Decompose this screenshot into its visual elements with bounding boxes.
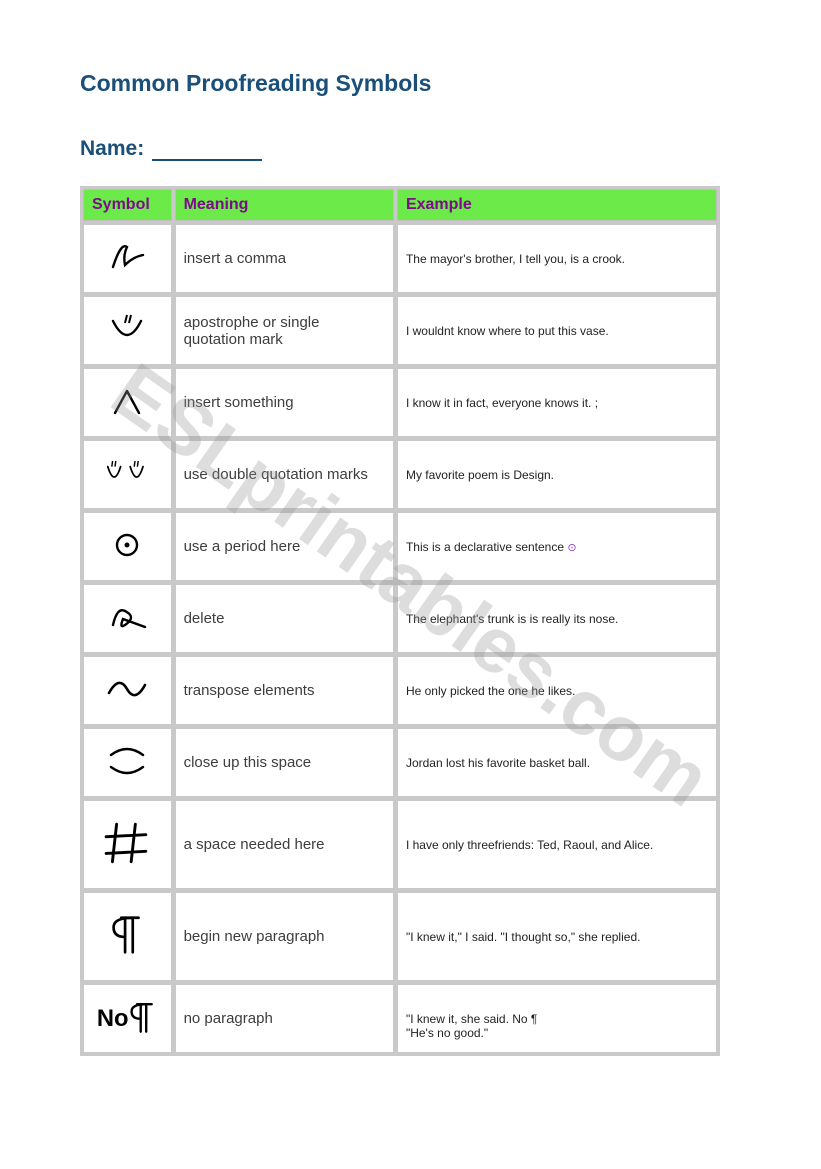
col-example: Example <box>397 189 717 221</box>
hash-icon <box>102 818 152 868</box>
period-symbol <box>83 512 172 581</box>
no-pilcrow-icon: No <box>95 998 159 1036</box>
table-row: delete The elephant's trunk is is really… <box>83 584 717 653</box>
close-space-symbol <box>83 728 172 797</box>
insert-symbol <box>83 368 172 437</box>
insert-comma-icon <box>103 237 151 277</box>
table-row: insert a comma The mayor's brother, I te… <box>83 224 717 293</box>
add-space-symbol <box>83 800 172 889</box>
delete-symbol <box>83 584 172 653</box>
name-label: Name: <box>80 137 144 160</box>
meaning-cell: insert something <box>175 368 394 437</box>
table-row: insert something I know it in fact, ever… <box>83 368 717 437</box>
meaning-cell: begin new paragraph <box>175 892 394 981</box>
example-cell: "I knew it, she said. No ¶ "He's no good… <box>397 984 717 1053</box>
name-input-line[interactable] <box>152 159 262 161</box>
new-paragraph-symbol <box>83 892 172 981</box>
meaning-cell: a space needed here <box>175 800 394 889</box>
table-row: close up this space Jordan lost his favo… <box>83 728 717 797</box>
table-row: begin new paragraph "I knew it," I said.… <box>83 892 717 981</box>
caret-icon <box>103 381 151 421</box>
worksheet-page: Common Proofreading Symbols Name: Symbol… <box>0 0 821 1169</box>
page-title: Common Proofreading Symbols <box>80 70 761 97</box>
table-row: use double quotation marks My favorite p… <box>83 440 717 509</box>
meaning-cell: apostrophe or single quotation mark <box>175 296 394 365</box>
table-row: transpose elements He only picked the on… <box>83 656 717 725</box>
example-cell: He only picked the one he likes. <box>397 656 717 725</box>
col-symbol: Symbol <box>83 189 172 221</box>
col-meaning: Meaning <box>175 189 394 221</box>
example-cell: The mayor's brother, I tell you, is a cr… <box>397 224 717 293</box>
apostrophe-icon <box>103 309 151 349</box>
name-field-row: Name: <box>80 137 761 161</box>
example-cell: I wouldnt know where to put this vase. <box>397 296 717 365</box>
pilcrow-icon <box>104 912 150 958</box>
transpose-icon <box>103 669 151 709</box>
double-quote-icon <box>103 453 151 493</box>
close-space-icon <box>103 741 151 781</box>
meaning-cell: close up this space <box>175 728 394 797</box>
example-cell: My favorite poem is Design. <box>397 440 717 509</box>
meaning-cell: insert a comma <box>175 224 394 293</box>
meaning-cell: transpose elements <box>175 656 394 725</box>
insert-comma-symbol <box>83 224 172 293</box>
example-cell: The elephant's trunk is is really its no… <box>397 584 717 653</box>
apostrophe-symbol <box>83 296 172 365</box>
example-cell: This is a declarative sentence ⊙ <box>397 512 717 581</box>
meaning-cell: use a period here <box>175 512 394 581</box>
example-cell: Jordan lost his favorite basket ball. <box>397 728 717 797</box>
double-quote-symbol <box>83 440 172 509</box>
transpose-symbol <box>83 656 172 725</box>
delete-icon <box>103 597 151 637</box>
example-cell: I know it in fact, everyone knows it. ; <box>397 368 717 437</box>
svg-text:No: No <box>97 1005 129 1032</box>
no-paragraph-symbol: No <box>83 984 172 1053</box>
meaning-cell: delete <box>175 584 394 653</box>
meaning-cell: no paragraph <box>175 984 394 1053</box>
example-cell: I have only threefriends: Ted, Raoul, an… <box>397 800 717 889</box>
table-row: a space needed here I have only threefri… <box>83 800 717 889</box>
table-row: No no paragraph "I knew it, she said. No… <box>83 984 717 1053</box>
meaning-cell: use double quotation marks <box>175 440 394 509</box>
period-icon <box>103 525 151 565</box>
table-row: use a period here This is a declarative … <box>83 512 717 581</box>
table-header-row: Symbol Meaning Example <box>83 189 717 221</box>
example-cell: "I knew it," I said. "I thought so," she… <box>397 892 717 981</box>
table-row: apostrophe or single quotation mark I wo… <box>83 296 717 365</box>
symbols-table: Symbol Meaning Example insert a comma Th… <box>80 186 720 1056</box>
